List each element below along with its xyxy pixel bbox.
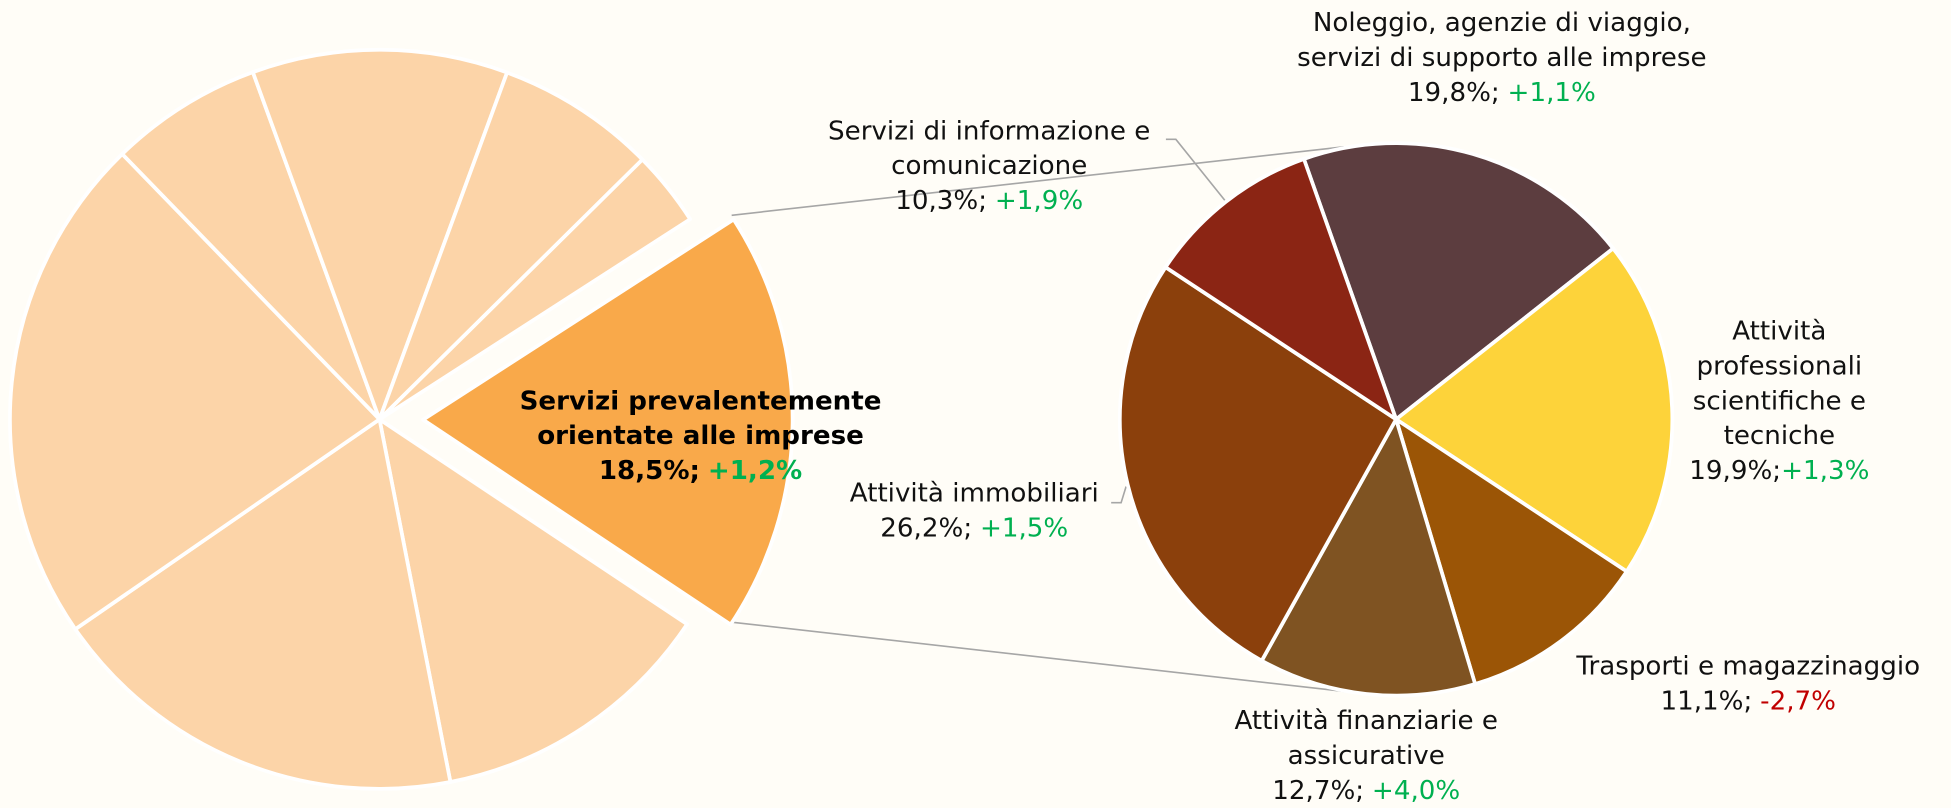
growth-label: +1,1% — [1507, 77, 1596, 108]
value-label: 18,5%; — [598, 455, 700, 486]
pie-slice — [377, 70, 645, 422]
category-label: Noleggio, agenzie di viaggio, servizi di… — [1297, 7, 1707, 73]
category-label: Attività immobiliari — [849, 477, 1099, 508]
pie-slice — [120, 70, 382, 422]
slice-label: Servizi prevalentemente orientate alle i… — [495, 383, 906, 488]
category-label: Servizi di informazione e comunicazione — [828, 115, 1151, 181]
category-label: Attività professionali scientifiche e te… — [1692, 316, 1866, 451]
growth-label: +1,2% — [707, 455, 803, 486]
category-label: Servizi prevalentemente orientate alle i… — [519, 385, 882, 451]
leader-line — [1165, 138, 1228, 204]
connector-line — [731, 621, 1359, 694]
growth-label: -2,7% — [1760, 685, 1836, 716]
pie-slice — [1394, 417, 1629, 686]
pie-slice — [1394, 246, 1675, 574]
category-label: Trasporti e magazzinaggio — [1576, 650, 1921, 681]
pie-slice — [8, 152, 382, 632]
value-label: 12,7%; — [1272, 775, 1365, 806]
growth-label: +1,3% — [1781, 455, 1870, 486]
pie-slice — [377, 157, 693, 422]
growth-label: +1,5% — [979, 512, 1069, 543]
slice-label: Trasporti e magazzinaggio 11,1%; -2,7% — [1549, 648, 1947, 718]
pie-slice — [250, 47, 509, 422]
pie-slice — [377, 417, 689, 784]
slice-label: Attività immobiliari 26,2%; +1,5% — [825, 475, 1124, 545]
connector-line — [731, 146, 1344, 217]
growth-label: +1,9% — [994, 185, 1084, 216]
slice-label: Servizi di informazione e comunicazione 1… — [803, 113, 1176, 218]
pie-slice — [1259, 417, 1477, 698]
value-label: 11,1%; — [1660, 685, 1753, 716]
growth-label: +4,0% — [1371, 775, 1461, 806]
value-label: 19,8%; — [1407, 77, 1500, 108]
value-label: 10,3%; — [895, 185, 988, 216]
leader-line — [1111, 486, 1127, 504]
pie-slice — [73, 417, 453, 791]
category-label: Attività finanziarie e assicurative — [1234, 705, 1498, 771]
pie-slice — [1118, 265, 1398, 663]
pie-slice — [421, 217, 795, 627]
pie-slice — [1302, 141, 1615, 422]
slice-label: Noleggio, agenzie di viaggio, servizi di… — [1297, 5, 1708, 110]
slice-label: Attività professionali scientifiche e te… — [1661, 314, 1897, 488]
value-label: 19,9%; — [1689, 455, 1782, 486]
value-label: 26,2%; — [880, 512, 973, 543]
slice-label: Attività finanziarie e assicurative 12,7%… — [1198, 703, 1534, 808]
pie-slice — [1163, 157, 1398, 422]
